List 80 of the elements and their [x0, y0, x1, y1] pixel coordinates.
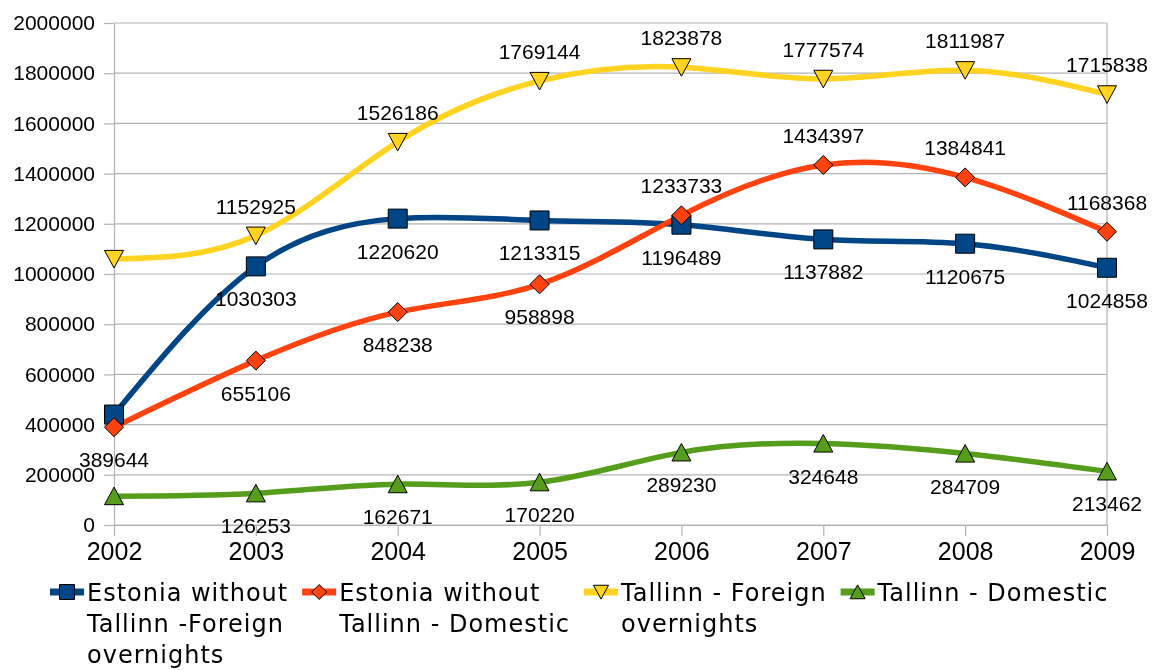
point: [387, 474, 408, 494]
point: [387, 302, 408, 323]
point: [245, 483, 266, 503]
data-label: 170220: [504, 503, 575, 527]
legend-label: Estonia without Tallinn - Domestic: [338, 579, 571, 638]
data-label: 1526186: [356, 100, 439, 124]
point: [813, 229, 834, 250]
point: [104, 417, 124, 438]
point: [955, 167, 976, 188]
data-label: 958898: [504, 305, 575, 329]
point: [245, 226, 266, 246]
y-tick-label: 600000: [24, 362, 95, 386]
point: [1097, 257, 1117, 278]
point: [104, 486, 124, 506]
data-label: 1777574: [782, 37, 865, 61]
x-tick-label: 2005: [512, 536, 568, 565]
data-label: 162671: [362, 505, 433, 529]
legend-label: Tallinn - Domestic: [876, 579, 1109, 607]
point: [387, 208, 408, 229]
point: [104, 249, 124, 269]
point: [671, 58, 692, 77]
y-tick-label: 1000000: [13, 262, 95, 286]
data-label: 848238: [362, 333, 433, 357]
data-label: 1196489: [641, 245, 722, 269]
y-tick-label: 1200000: [13, 212, 95, 236]
point: [245, 256, 266, 277]
point: [813, 433, 834, 453]
y-tick-label: 1600000: [13, 111, 95, 135]
y-tick-label: 800000: [24, 312, 95, 336]
y-tick-label: 1400000: [13, 161, 95, 185]
data-label: 1030303: [214, 287, 297, 311]
point: [1097, 85, 1117, 104]
x-tick-label: 2006: [654, 536, 710, 565]
x-tick-label: 2007: [795, 536, 852, 565]
data-label: 213462: [1071, 492, 1143, 516]
point: [955, 444, 976, 463]
x-tick-label: 2004: [370, 536, 427, 565]
point: [1097, 221, 1117, 242]
point: [813, 69, 834, 89]
data-label: 126253: [220, 514, 291, 538]
point: [955, 61, 976, 80]
data-label: 1137882: [783, 260, 864, 284]
data-label: 1168368: [1066, 190, 1148, 214]
point: [671, 205, 692, 226]
y-tick-label: 0: [83, 513, 95, 537]
data-label: 324648: [788, 464, 859, 488]
data-label: 284709: [930, 474, 1001, 498]
data-label: 655106: [220, 381, 291, 405]
data-label: 1811987: [925, 29, 1006, 53]
point: [529, 71, 550, 91]
point: [1097, 461, 1117, 481]
x-tick-label: 2009: [1079, 536, 1136, 565]
data-label: 1434397: [782, 123, 865, 147]
point: [245, 350, 266, 371]
point: [529, 210, 550, 231]
point: [813, 154, 834, 175]
x-tick-label: 2003: [228, 536, 285, 565]
x-tick-label: 2008: [937, 536, 994, 565]
y-tick-label: 2000000: [13, 11, 95, 35]
point: [529, 274, 550, 295]
data-label: 1233733: [640, 174, 723, 198]
y-tick-label: 400000: [24, 412, 95, 436]
data-label: 1152925: [215, 194, 296, 218]
legend-label: Estonia without Tallinn -Foreign overnights: [86, 579, 289, 669]
data-label: 1823878: [640, 26, 723, 50]
data-label: 1024858: [1066, 288, 1148, 312]
data-label: 1715838: [1066, 53, 1148, 77]
data-label: 1220620: [356, 239, 439, 263]
legend-label: Tallinn - Foreign overnights: [620, 579, 827, 638]
data-label: 1120675: [925, 264, 1006, 288]
point: [955, 233, 976, 254]
point: [671, 442, 692, 462]
data-label: 1384841: [924, 136, 1007, 160]
data-label: 289230: [646, 473, 717, 497]
point: [387, 132, 408, 152]
y-tick-label: 1800000: [13, 61, 95, 85]
point: [529, 472, 550, 492]
data-label: 1213315: [498, 241, 581, 265]
data-label: 1769144: [498, 39, 581, 63]
x-tick-label: 2002: [86, 536, 143, 565]
